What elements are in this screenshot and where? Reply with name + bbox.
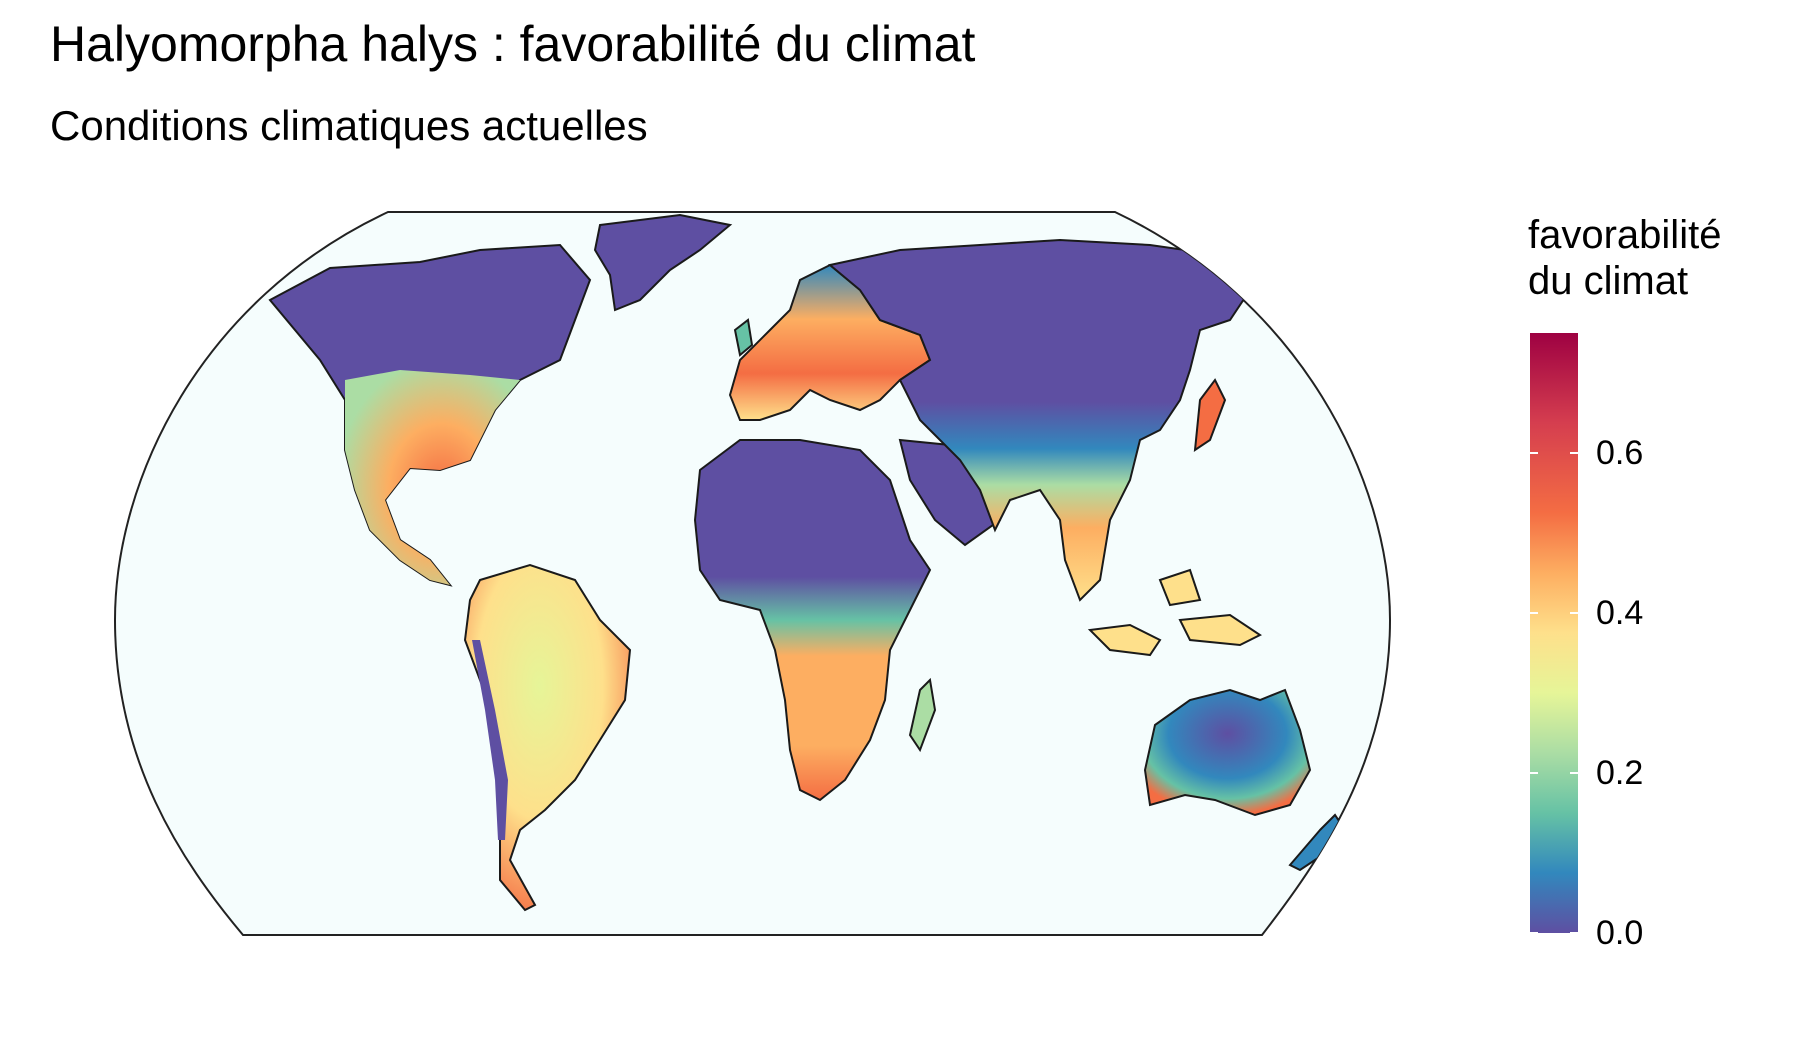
australia	[1143, 688, 1312, 817]
greenland	[593, 213, 733, 312]
andes-low	[472, 640, 508, 840]
map-subtitle: Conditions climatiques actuelles	[50, 102, 648, 149]
se-asia-islands	[1087, 568, 1262, 657]
colorbar-tick-label: 0.0	[1596, 914, 1644, 952]
british-isles	[733, 318, 754, 357]
colorbar-tick-label: 0.2	[1596, 754, 1644, 792]
map-title: Halyomorpha halys : favorabilité du clim…	[50, 16, 976, 72]
africa	[693, 439, 932, 802]
map-svg	[113, 211, 1392, 936]
north-america-favorable	[345, 370, 520, 585]
legend-title: favorabilité du climat	[1528, 212, 1721, 304]
legend-title-line1: favorabilité	[1528, 213, 1722, 257]
japan	[1193, 378, 1227, 453]
legend-title-line2: du climat	[1528, 259, 1689, 303]
madagascar	[908, 677, 937, 753]
colorbar-tick-label: 0.4	[1596, 594, 1644, 632]
world-map	[113, 211, 1392, 936]
colorbar-tick-label: 0.6	[1596, 434, 1644, 472]
legend-colorbar	[1530, 333, 1578, 934]
